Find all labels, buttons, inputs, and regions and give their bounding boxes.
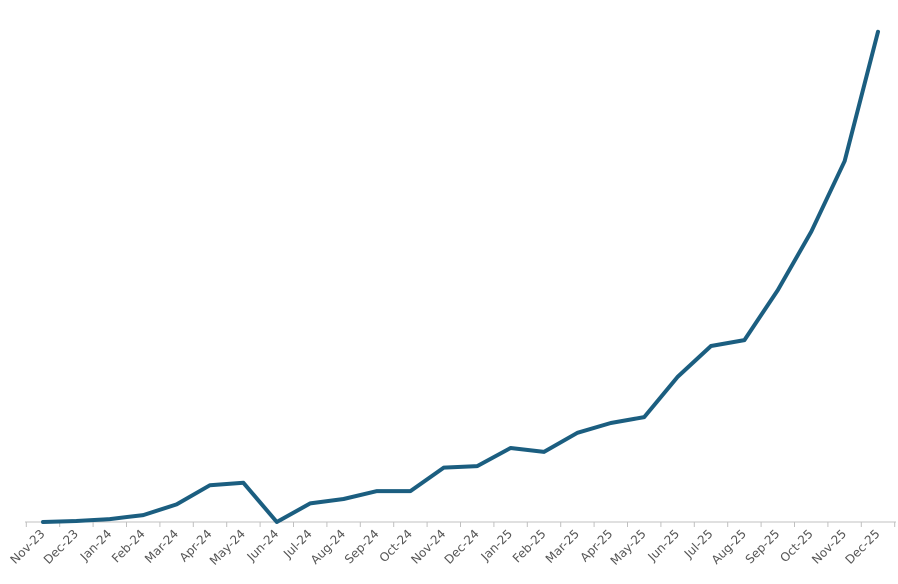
x-axis-tick-label: Oct-24 — [377, 527, 415, 565]
x-axis-tick-label: Feb-25 — [510, 527, 549, 566]
x-axis-tick-label: Aug-25 — [709, 527, 749, 567]
x-axis-tick-label: Aug-24 — [308, 527, 348, 567]
x-axis-tick-label: May-24 — [207, 527, 248, 568]
x-axis-tick-label: Sep-24 — [342, 527, 382, 567]
x-axis-tick-label: Jun-25 — [644, 527, 682, 565]
x-axis-tick-label: Dec-24 — [442, 527, 482, 567]
x-axis-tick-labels: Nov-23Dec-23Jan-24Feb-24Mar-24Apr-24May-… — [8, 527, 883, 568]
series-line — [41, 29, 880, 524]
x-axis-tick-label: May-25 — [608, 527, 649, 568]
x-axis-tick-label: Nov-24 — [408, 527, 448, 567]
x-axis-tick-label: Jan-24 — [77, 527, 115, 565]
x-axis-tick-label: Jun-24 — [244, 527, 282, 565]
x-axis-tick-label: Dec-23 — [41, 527, 81, 567]
x-axis-tick-label: Sep-25 — [743, 527, 783, 567]
x-axis-tick-label: Mar-25 — [543, 527, 582, 566]
x-axis-ticks — [25, 522, 896, 527]
x-axis-tick-label: Oct-25 — [777, 527, 815, 565]
x-axis-tick-label: Dec-25 — [842, 527, 882, 567]
x-axis-tick-label: Nov-23 — [8, 527, 48, 567]
x-axis-tick-label: Feb-24 — [109, 527, 148, 566]
x-axis-tick-label: Mar-24 — [142, 527, 181, 566]
x-axis-tick-label: Jan-25 — [478, 527, 516, 565]
x-axis-tick-label: Nov-25 — [809, 527, 849, 567]
